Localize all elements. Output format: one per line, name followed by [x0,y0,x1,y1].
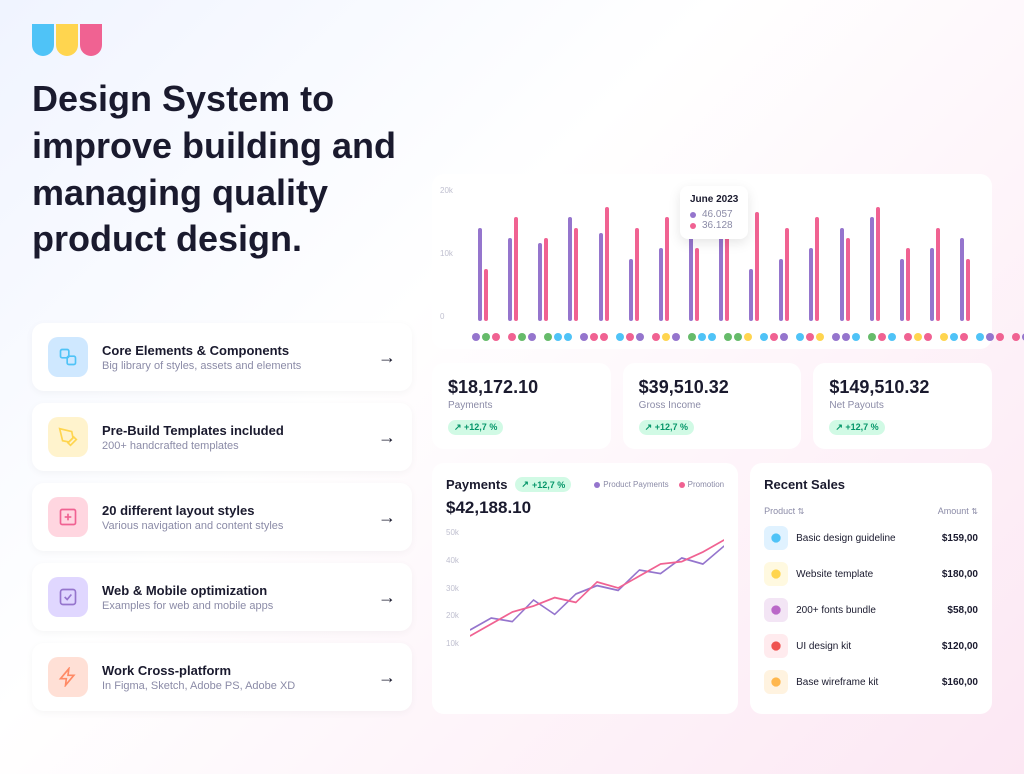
line-chart: 50k40k30k20k10k [446,528,724,648]
stat-card[interactable]: $39,510.32 Gross Income ↗ +12,7 % [623,363,802,449]
feature-card[interactable]: Work Cross-platform In Figma, Sketch, Ad… [32,643,412,711]
product-name: Base wireframe kit [796,677,934,688]
col-amount[interactable]: Amount ⇅ [938,506,978,516]
feature-icon [48,497,88,537]
bar-group[interactable] [924,186,946,321]
recent-sales-card: Recent Sales Product ⇅ Amount ⇅ Basic de… [750,463,992,714]
product-icon [764,670,788,694]
feature-card[interactable]: Pre-Build Templates included 200+ handcr… [32,403,412,471]
bar-group[interactable] [502,186,524,321]
feature-title: 20 different layout styles [102,503,364,518]
payments-value: $42,188.10 [446,498,724,518]
payments-badge: ↗ +12,7 % [515,477,571,492]
arrow-right-icon: → [378,347,396,368]
feature-icon [48,417,88,457]
product-amount: $159,00 [942,533,978,544]
product-icon [764,598,788,622]
sales-row[interactable]: 200+ fonts bundle $58,00 [764,592,978,628]
stat-value: $39,510.32 [639,377,786,398]
stat-card[interactable]: $18,172.10 Payments ↗ +12,7 % [432,363,611,449]
stat-badge: ↗ +12,7 % [639,420,694,435]
feature-title: Web & Mobile optimization [102,583,364,598]
feature-icon [48,337,88,377]
feature-card[interactable]: 20 different layout styles Various navig… [32,483,412,551]
stat-row: $18,172.10 Payments ↗ +12,7 % $39,510.32… [432,363,992,449]
payments-title: Payments [446,477,507,492]
bar-group[interactable] [954,186,976,321]
product-name: UI design kit [796,641,934,652]
feature-icon [48,657,88,697]
bar-group[interactable] [864,186,886,321]
product-amount: $120,00 [942,641,978,652]
sales-row[interactable]: Base wireframe kit $160,00 [764,664,978,700]
bar-group[interactable] [834,186,856,321]
stat-value: $149,510.32 [829,377,976,398]
stat-badge: ↗ +12,7 % [448,420,503,435]
feature-subtitle: Various navigation and content styles [102,520,364,532]
payments-card: Payments ↗ +12,7 % Product Payments Promo… [432,463,738,714]
sales-row[interactable]: Website template $180,00 [764,556,978,592]
legend-item: Promotion [679,480,724,489]
feature-card[interactable]: Web & Mobile optimization Examples for w… [32,563,412,631]
product-amount: $180,00 [942,569,978,580]
bar-group[interactable] [894,186,916,321]
sales-row[interactable]: Basic design guideline $159,00 [764,520,978,556]
bar-group[interactable] [773,186,795,321]
feature-icon [48,577,88,617]
stat-value: $18,172.10 [448,377,595,398]
logo [32,24,412,56]
feature-subtitle: 200+ handcrafted templates [102,440,364,452]
bar-group[interactable] [653,186,675,321]
arrow-right-icon: → [378,507,396,528]
sales-row[interactable]: UI design kit $120,00 [764,628,978,664]
feature-card[interactable]: Core Elements & Components Big library o… [32,323,412,391]
bar-group[interactable] [593,186,615,321]
feature-subtitle: In Figma, Sketch, Adobe PS, Adobe XD [102,680,364,692]
product-name: Basic design guideline [796,533,934,544]
stat-label: Payments [448,400,595,411]
product-icon [764,634,788,658]
feature-title: Pre-Build Templates included [102,423,364,438]
page-headline: Design System to improve building and ma… [32,76,412,263]
stat-badge: ↗ +12,7 % [829,420,884,435]
product-amount: $58,00 [947,605,978,616]
feature-list: Core Elements & Components Big library o… [32,323,412,711]
bar-group[interactable] [803,186,825,321]
stat-label: Gross Income [639,400,786,411]
product-icon [764,526,788,550]
bar-group[interactable] [532,186,554,321]
arrow-right-icon: → [378,667,396,688]
arrow-right-icon: → [378,587,396,608]
bar-group[interactable] [623,186,645,321]
arrow-right-icon: → [378,427,396,448]
feature-title: Core Elements & Components [102,343,364,358]
col-product[interactable]: Product ⇅ [764,506,804,516]
stat-label: Net Payouts [829,400,976,411]
product-name: 200+ fonts bundle [796,605,939,616]
bar-group[interactable] [562,186,584,321]
feature-subtitle: Big library of styles, assets and elemen… [102,360,364,372]
stat-card[interactable]: $149,510.32 Net Payouts ↗ +12,7 % [813,363,992,449]
sales-title: Recent Sales [764,477,978,492]
chart-tooltip: June 2023 46.05736.128 [680,186,748,239]
product-icon [764,562,788,586]
product-amount: $160,00 [942,677,978,688]
feature-title: Work Cross-platform [102,663,364,678]
bar-group[interactable] [472,186,494,321]
feature-subtitle: Examples for web and mobile apps [102,600,364,612]
legend-item: Product Payments [594,480,668,489]
product-name: Website template [796,569,934,580]
